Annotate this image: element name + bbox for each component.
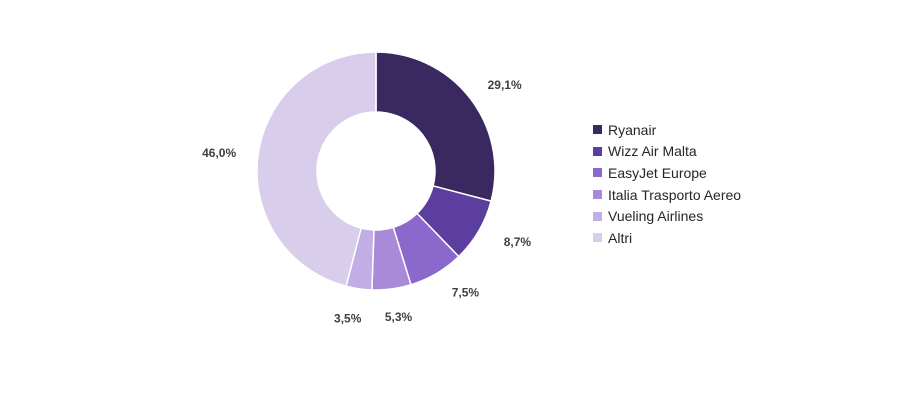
legend-label: Italia Trasporto Aereo: [608, 186, 742, 203]
legend-label: Altri: [608, 229, 633, 246]
legend-label: Wizz Air Malta: [608, 143, 697, 160]
legend-item-vueling-airlines: Vueling Airlines: [593, 205, 741, 227]
legend-label: Vueling Airlines: [608, 208, 704, 225]
legend-swatch: [593, 125, 602, 135]
data-label-wizz-air-malta: 8,7%: [504, 235, 532, 249]
legend-swatch: [593, 211, 602, 221]
legend-item-italia-trasporto-aereo: Italia Trasporto Aereo: [593, 184, 741, 206]
legend-label: EasyJet Europe: [608, 164, 707, 181]
data-label-italia-trasporto-aereo: 5,3%: [385, 310, 413, 324]
legend-item-altri: Altri: [593, 227, 741, 249]
slice-ryanair: [375, 51, 496, 203]
legend-swatch: [593, 168, 602, 178]
chart-legend: Ryanair Wizz Air Malta EasyJet Europe Itali…: [593, 119, 741, 249]
legend-item-easyjet-europe: EasyJet Europe: [593, 162, 741, 184]
legend-swatch: [593, 233, 602, 243]
slice-altri: [256, 51, 377, 288]
data-label-vueling-airlines: 3,5%: [334, 312, 362, 326]
data-label-ryanair: 29,1%: [488, 78, 522, 92]
legend-item-wizz-air-malta: Wizz Air Malta: [593, 141, 741, 163]
legend-label: Ryanair: [608, 121, 657, 138]
data-label-altri: 46,0%: [202, 146, 236, 160]
legend-item-ryanair: Ryanair: [593, 119, 741, 141]
legend-swatch: [593, 190, 602, 200]
data-label-easyjet-europe: 7,5%: [452, 285, 480, 299]
legend-swatch: [593, 146, 602, 156]
